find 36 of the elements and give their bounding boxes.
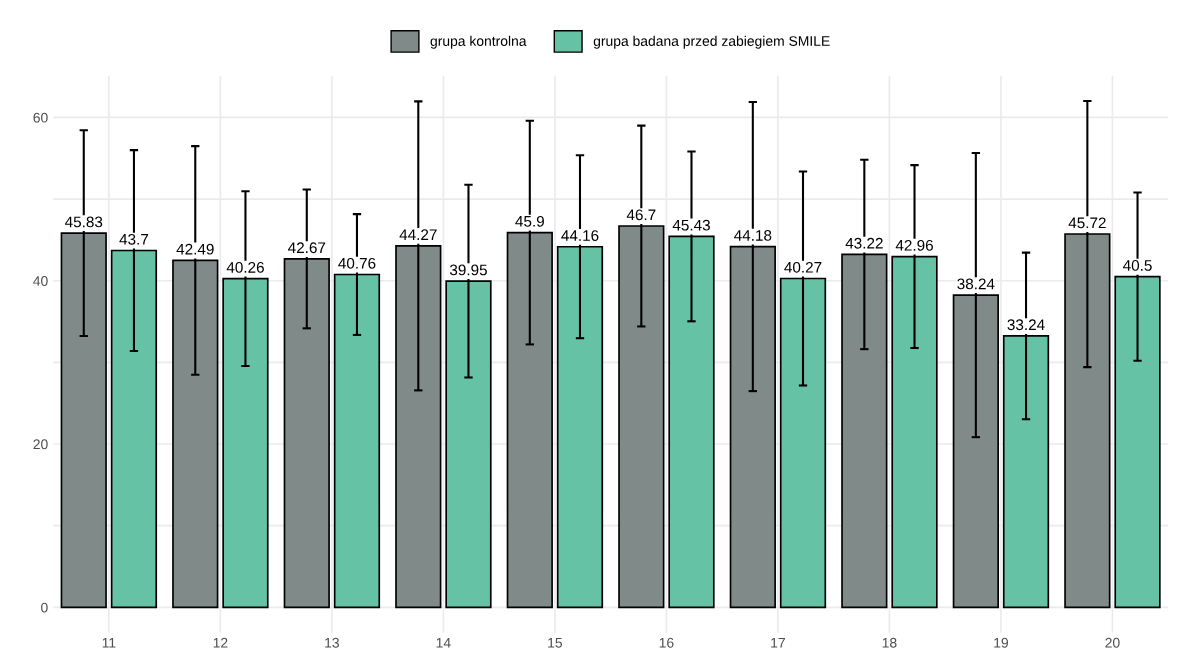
data-label: 45.72 xyxy=(1068,217,1106,229)
data-label: 40.27 xyxy=(784,261,822,273)
y-tick-label: 40 xyxy=(33,276,48,286)
x-tick-label: 18 xyxy=(882,637,897,648)
data-label: 45.9 xyxy=(515,215,544,227)
x-tick-label: 12 xyxy=(213,637,228,648)
data-label: 44.27 xyxy=(399,229,437,240)
y-tick-label: 20 xyxy=(33,439,48,450)
x-tick-label: 19 xyxy=(994,637,1008,648)
data-label: 33.24 xyxy=(1007,319,1045,331)
y-tick-label: 60 xyxy=(33,112,48,123)
data-label: 42.96 xyxy=(895,239,933,251)
data-label: 44.16 xyxy=(561,230,599,241)
x-tick-label: 13 xyxy=(325,637,339,648)
data-label: 43.22 xyxy=(845,237,883,249)
y-tick-label: 0 xyxy=(41,602,48,613)
x-tick-label: 15 xyxy=(548,638,563,648)
x-tick-label: 14 xyxy=(436,638,451,648)
x-tick-label: 16 xyxy=(659,637,674,648)
data-label: 45.83 xyxy=(65,216,103,228)
data-label: 42.67 xyxy=(288,242,326,254)
data-label: 40.26 xyxy=(226,261,264,273)
x-tick-label: 11 xyxy=(102,638,116,648)
data-label: 42.49 xyxy=(176,243,214,255)
data-label: 44.18 xyxy=(734,229,772,241)
data-label: 38.24 xyxy=(957,278,995,290)
data-label: 45.43 xyxy=(672,219,710,231)
data-label: 40.5 xyxy=(1123,260,1152,271)
legend-label: grupa kontrolna xyxy=(430,35,527,49)
data-label: 39.95 xyxy=(449,264,487,276)
data-label: 46.7 xyxy=(626,209,656,221)
x-tick-label: 17 xyxy=(771,638,785,648)
data-label: 43.7 xyxy=(119,233,149,245)
legend-label: grupa badana przed zabiegiem SMILE xyxy=(593,35,830,49)
x-tick-label: 20 xyxy=(1105,637,1120,648)
data-label: 40.76 xyxy=(338,257,376,269)
